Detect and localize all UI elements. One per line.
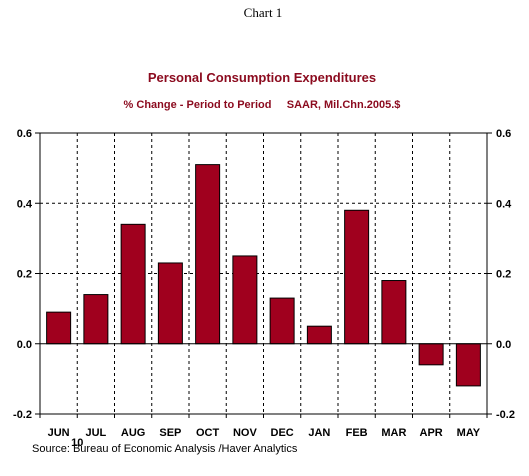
- y-tick-label-right: 0.6: [496, 128, 511, 140]
- x-tick-label-mar: MAR: [381, 427, 406, 439]
- bar-mar: [381, 280, 407, 345]
- page-header: Chart 1: [244, 5, 283, 20]
- bar-nov: [232, 255, 258, 345]
- y-tick-label-right: 0.4: [496, 198, 512, 210]
- x-year-label: 10: [71, 437, 83, 449]
- chart-title: Personal Consumption Expenditures: [148, 70, 376, 85]
- bar-oct: [195, 164, 221, 345]
- tick-labels: -0.2 -0.2 0.0 0.0 0.2 0.2 0.4 0.4 0.6 0.6 JUN JUL AU…: [13, 128, 515, 449]
- bar-may: [455, 343, 481, 387]
- y-tick-label-left: 0.6: [17, 128, 32, 140]
- bar-jul: [83, 294, 109, 345]
- x-tick-label-nov: NOV: [233, 427, 258, 439]
- y-tick-label-left: -0.2: [13, 409, 32, 421]
- x-tick-label-feb: FEB: [346, 427, 368, 439]
- y-tick-label-right: -0.2: [496, 409, 515, 421]
- x-tick-label-oct: OCT: [196, 427, 220, 439]
- axes: [35, 132, 492, 418]
- y-tick-label-left: 0.0: [17, 339, 32, 351]
- x-tick-label-jan: JAN: [308, 427, 330, 439]
- x-tick-label-jul: JUL: [85, 427, 106, 439]
- y-tick-label-left: 0.2: [17, 269, 32, 281]
- y-tick-label-right: 0.2: [496, 269, 511, 281]
- bar-jan: [306, 325, 332, 345]
- x-tick-label-dec: DEC: [271, 427, 294, 439]
- x-tick-label-jun: JUN: [48, 427, 70, 439]
- bar-aug: [120, 223, 146, 345]
- y-tick-label-right: 0.0: [496, 339, 511, 351]
- gridlines: [40, 133, 487, 414]
- x-tick-label-sep: SEP: [159, 427, 181, 439]
- x-tick-label-apr: APR: [420, 427, 443, 439]
- x-tick-label-may: MAY: [457, 427, 481, 439]
- bar-dec: [269, 297, 295, 345]
- bar-sep: [157, 262, 183, 345]
- chart-subtitle: % Change - Period to Period SAAR, Mil.Ch…: [124, 99, 401, 111]
- bar-apr: [418, 343, 444, 366]
- bar-feb: [344, 209, 370, 345]
- bar-jun: [46, 311, 72, 345]
- source-note: Source: Bureau of Economic Analysis /Hav…: [32, 443, 298, 455]
- bars: [46, 164, 481, 387]
- y-tick-label-left: 0.4: [17, 198, 33, 210]
- x-tick-label-aug: AUG: [121, 427, 145, 439]
